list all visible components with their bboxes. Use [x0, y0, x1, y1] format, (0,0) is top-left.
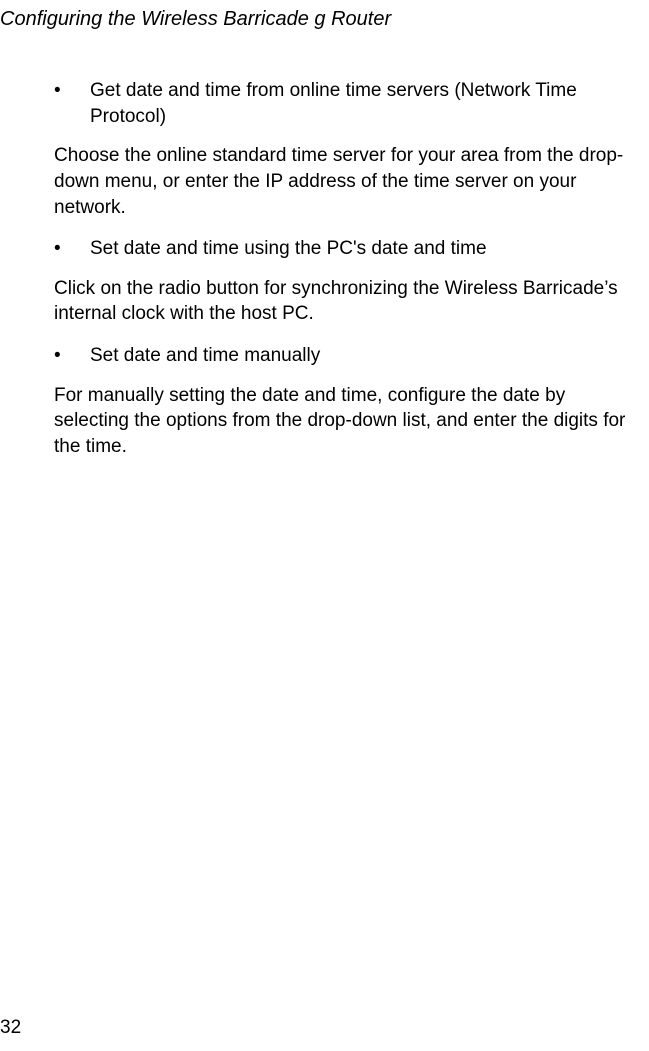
paragraph-2: Click on the radio button for synchroniz…	[54, 276, 637, 327]
bullet-item-3: • Set date and time manually	[54, 343, 637, 369]
paragraph-1: Choose the online standard time server f…	[54, 143, 637, 220]
page-header: Configuring the Wireless Barricade g Rou…	[0, 8, 391, 31]
bullet-text-2: Set date and time using the PC's date an…	[90, 236, 637, 262]
page-number: 32	[0, 1017, 21, 1039]
header-title: Configuring the Wireless Barricade g Rou…	[0, 8, 391, 30]
bullet-text-1: Get date and time from online time serve…	[90, 78, 637, 129]
bullet-marker: •	[54, 343, 90, 369]
bullet-item-2: • Set date and time using the PC's date …	[54, 236, 637, 262]
bullet-marker: •	[54, 236, 90, 262]
paragraph-3: For manually setting the date and time, …	[54, 383, 637, 460]
bullet-marker: •	[54, 78, 90, 129]
bullet-text-3: Set date and time manually	[90, 343, 637, 369]
page-content: • Get date and time from online time ser…	[54, 78, 637, 476]
bullet-item-1: • Get date and time from online time ser…	[54, 78, 637, 129]
